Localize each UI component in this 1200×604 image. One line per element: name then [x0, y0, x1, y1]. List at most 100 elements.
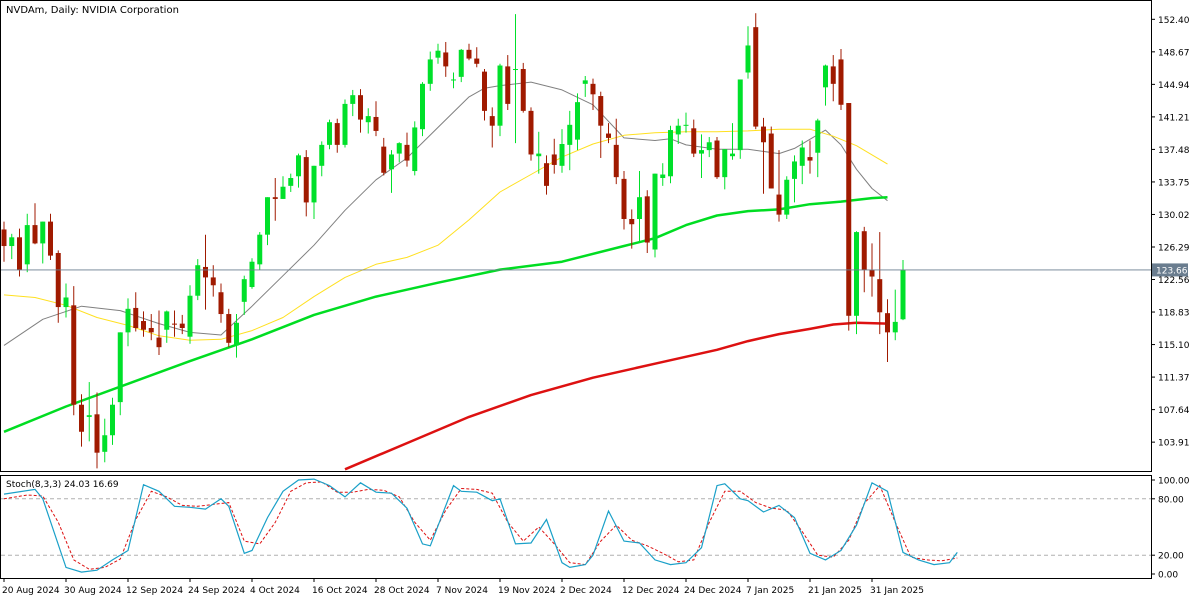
candle-body-bull: [296, 155, 301, 177]
stoch-signal-line: [3, 481, 958, 570]
candle-body-bear: [838, 59, 844, 105]
time-tick-label: 19 Nov 2024: [498, 586, 556, 596]
candle-body-bull: [699, 150, 704, 154]
candle-body-bear: [334, 123, 340, 145]
candles: [1, 13, 906, 469]
current-price-badge: [1152, 263, 1188, 277]
candle-body-bull: [9, 237, 15, 247]
candle-body-bear: [466, 49, 472, 59]
candle-body-bull: [567, 124, 573, 145]
candle-body-bull: [582, 80, 588, 84]
candle-body-bear: [753, 27, 759, 127]
candle-body-bear: [55, 253, 61, 308]
candle-body-bear: [520, 69, 526, 111]
candle-body-bull: [513, 69, 518, 71]
candle-body-bear: [218, 292, 224, 315]
candle-body-bull: [722, 149, 728, 178]
time-tick-label: 21 Jan 2025: [808, 586, 862, 596]
candle-body-bull: [311, 165, 317, 203]
candle-body-bull: [420, 83, 425, 130]
candle-body-bull: [257, 234, 263, 265]
candle-body-bull: [350, 95, 356, 104]
candle-body-bull: [234, 322, 239, 346]
candle-body-bear: [489, 116, 495, 126]
ma-line-yellow: [3, 128, 888, 341]
candle-body-bull: [706, 142, 712, 151]
candle-body-bear: [32, 225, 38, 244]
candle-body-bear: [606, 133, 611, 138]
candle-body-bull: [412, 127, 418, 172]
candle-body-bear: [830, 66, 836, 84]
time-tick-label: 7 Nov 2024: [436, 586, 488, 596]
candle-body-bear: [79, 404, 84, 432]
candle-body-bull: [497, 65, 503, 126]
candle-body-bear: [156, 337, 162, 348]
candle-body-bull: [365, 116, 371, 123]
candle-body-bull: [737, 79, 743, 151]
candle-body-bull: [900, 269, 906, 320]
price-tick-label: 118.83: [1158, 309, 1190, 319]
candle-body-bull: [249, 261, 255, 288]
price-panel-frame: [0, 0, 1152, 472]
candle-body-bear: [644, 196, 650, 243]
time-axis: 20 Aug 2024 30 Aug 2024 12 Sep 2024 24 Sep …: [2, 578, 924, 596]
price-axis: 152.40 148.67 144.94 141.21 137.48 133.75 130.…: [1, 16, 1190, 449]
candle-body-bull: [40, 221, 46, 244]
candle-body-bear: [226, 314, 232, 343]
candle-body-bull: [652, 173, 658, 250]
candle-body-bull: [451, 79, 456, 81]
price-tick-label: 152.40: [1158, 16, 1190, 26]
candle-body-bear: [133, 307, 139, 328]
candle-body-bear: [482, 71, 487, 111]
candle-body-bull: [575, 102, 580, 140]
candle-body-bear: [846, 103, 852, 316]
price-tick-label: 107.64: [1158, 406, 1190, 416]
candle-body-bull: [102, 435, 108, 452]
candle-body-bear: [148, 327, 154, 333]
candle-body-bull: [458, 49, 464, 77]
candle-body-bull: [799, 147, 805, 166]
candle-body-bear: [768, 133, 774, 189]
candle-body-bear: [877, 279, 883, 313]
candle-body-bull: [327, 122, 332, 145]
candle-body-bull: [241, 279, 247, 302]
price-tick-label: 148.67: [1158, 48, 1190, 58]
ma-line-red: [344, 321, 888, 471]
candle-body-bear: [776, 194, 782, 215]
chart-title: NVDAm, Daily: NVIDIA Corporation: [6, 5, 179, 16]
candle-body-bull: [536, 153, 542, 157]
current-price-label: 123.66: [1156, 266, 1188, 276]
candle-body-bear: [528, 110, 534, 155]
time-tick-label: 2 Dec 2024: [560, 586, 612, 596]
candle-body-bull: [125, 308, 131, 333]
candle-body-bull: [427, 59, 433, 84]
candle-body-bull: [195, 265, 201, 296]
candle-body-bear: [381, 146, 387, 173]
candle-body-bear: [1, 229, 7, 247]
candle-body-bear: [885, 313, 890, 333]
candle-body-bull: [792, 161, 797, 179]
candle-body-bear: [551, 154, 557, 165]
candle-body-bull: [265, 197, 270, 235]
candle-body-bull: [319, 144, 325, 166]
candle-body-bull: [110, 404, 115, 436]
stoch-panel-frame: [0, 475, 1152, 579]
candle-body-bull: [389, 154, 394, 170]
candle-body-bear: [621, 178, 627, 219]
candle-body-bear: [629, 218, 635, 225]
price-tick-label: 133.75: [1158, 178, 1190, 188]
candle-body-bull: [668, 130, 673, 177]
candle-body-bull: [24, 225, 30, 265]
candle-body-bear: [272, 197, 278, 199]
candle-body-bear: [303, 157, 309, 203]
candle-body-bull: [683, 124, 689, 126]
time-tick-label: 16 Oct 2024: [312, 586, 368, 596]
candle-body-bear: [474, 58, 480, 64]
candle-body-bull: [660, 174, 666, 179]
candle-body-bear: [598, 96, 604, 126]
time-tick-label: 12 Sep 2024: [126, 586, 183, 596]
candle-body-bull: [187, 295, 193, 337]
candle-body-bear: [373, 116, 379, 131]
